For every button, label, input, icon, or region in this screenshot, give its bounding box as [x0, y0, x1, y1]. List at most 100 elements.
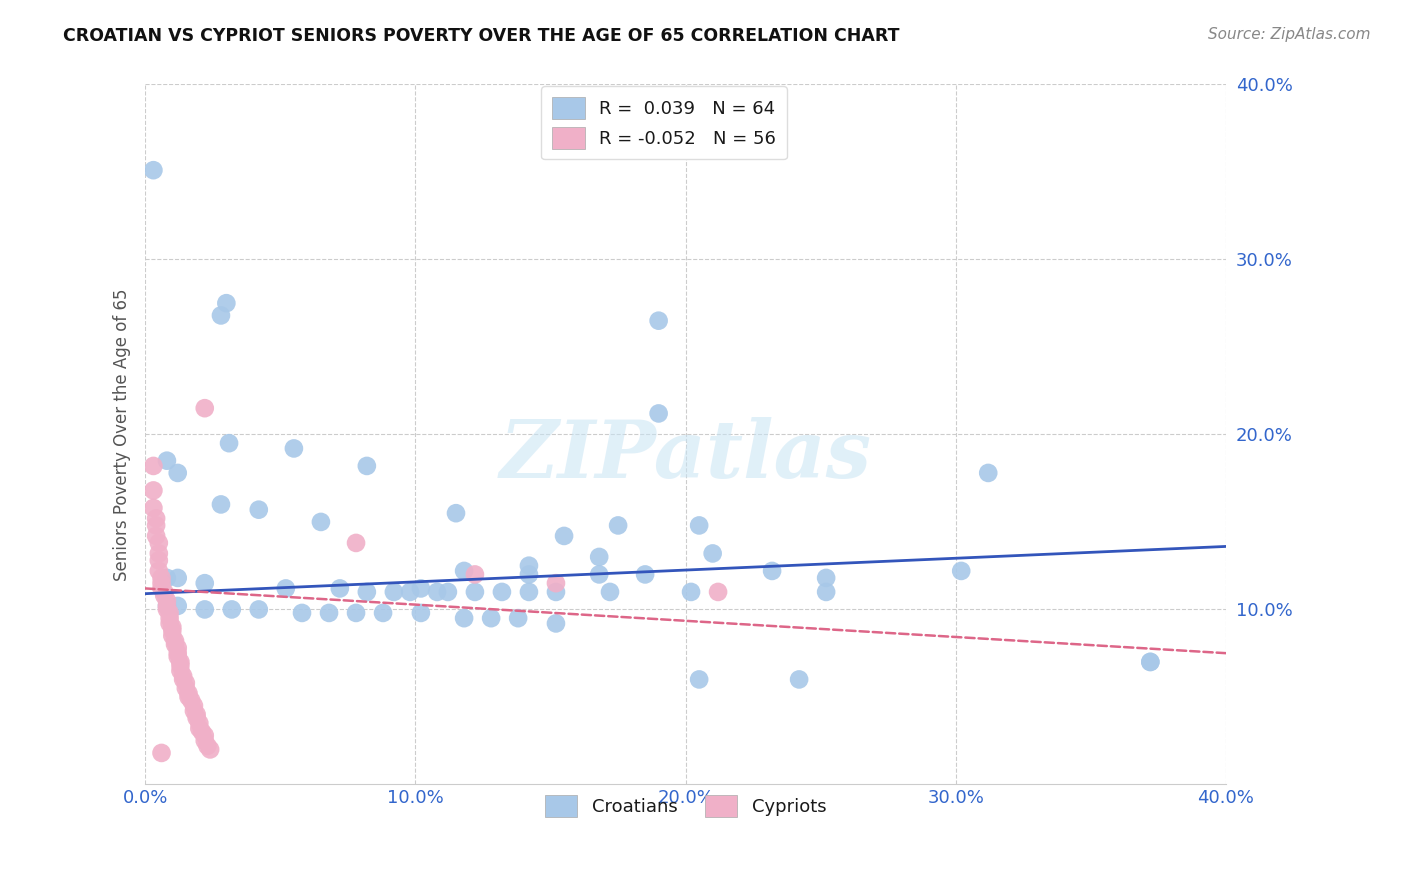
Y-axis label: Seniors Poverty Over the Age of 65: Seniors Poverty Over the Age of 65	[114, 288, 131, 581]
Point	[166, 646, 188, 660]
Point	[156, 599, 179, 613]
Point	[166, 649, 188, 664]
Point	[209, 309, 232, 323]
Point	[148, 546, 170, 560]
Point	[194, 401, 217, 416]
Point	[174, 681, 197, 696]
Point	[186, 711, 208, 725]
Point	[453, 611, 475, 625]
Point	[156, 593, 179, 607]
Point	[464, 567, 486, 582]
Text: ZIPatlas: ZIPatlas	[499, 417, 872, 494]
Point	[186, 707, 208, 722]
Point	[162, 629, 184, 643]
Point	[588, 549, 610, 564]
Point	[426, 585, 449, 599]
Point	[491, 585, 513, 599]
Point	[156, 571, 179, 585]
Point	[761, 564, 783, 578]
Point	[681, 585, 703, 599]
Point	[142, 458, 165, 473]
Point	[218, 436, 240, 450]
Point	[183, 698, 205, 713]
Point	[815, 571, 838, 585]
Point	[162, 620, 184, 634]
Point	[291, 606, 314, 620]
Point	[169, 664, 191, 678]
Point	[159, 611, 181, 625]
Point	[356, 585, 378, 599]
Point	[197, 739, 219, 753]
Point	[283, 442, 305, 456]
Point	[588, 567, 610, 582]
Point	[162, 624, 184, 638]
Point	[409, 582, 432, 596]
Point	[194, 733, 217, 747]
Point	[148, 536, 170, 550]
Point	[444, 506, 467, 520]
Point	[707, 585, 730, 599]
Point	[177, 690, 200, 704]
Point	[977, 466, 1000, 480]
Point	[517, 567, 540, 582]
Point	[209, 498, 232, 512]
Point	[177, 686, 200, 700]
Point	[156, 602, 179, 616]
Point	[166, 571, 188, 585]
Point	[188, 722, 211, 736]
Point	[166, 466, 188, 480]
Point	[309, 515, 332, 529]
Point	[508, 611, 530, 625]
Point	[183, 704, 205, 718]
Point	[409, 606, 432, 620]
Point	[544, 616, 567, 631]
Point	[145, 511, 167, 525]
Point	[517, 585, 540, 599]
Point	[191, 725, 214, 739]
Point	[599, 585, 621, 599]
Point	[634, 567, 657, 582]
Point	[274, 582, 297, 596]
Point	[145, 518, 167, 533]
Point	[318, 606, 340, 620]
Point	[142, 483, 165, 498]
Point	[194, 576, 217, 591]
Point	[150, 571, 173, 585]
Point	[371, 606, 394, 620]
Point	[787, 673, 810, 687]
Point	[156, 599, 179, 613]
Text: CROATIAN VS CYPRIOT SENIORS POVERTY OVER THE AGE OF 65 CORRELATION CHART: CROATIAN VS CYPRIOT SENIORS POVERTY OVER…	[63, 27, 900, 45]
Point	[479, 611, 502, 625]
Text: Source: ZipAtlas.com: Source: ZipAtlas.com	[1208, 27, 1371, 42]
Point	[247, 602, 270, 616]
Point	[950, 564, 973, 578]
Point	[215, 296, 238, 310]
Point	[148, 564, 170, 578]
Point	[188, 716, 211, 731]
Point	[647, 314, 669, 328]
Legend: Croatians, Cypriots: Croatians, Cypriots	[537, 788, 834, 824]
Point	[142, 500, 165, 515]
Point	[221, 602, 243, 616]
Point	[329, 582, 352, 596]
Point	[399, 585, 422, 599]
Point	[344, 536, 367, 550]
Point	[688, 673, 710, 687]
Point	[647, 406, 669, 420]
Point	[194, 728, 217, 742]
Point	[1139, 655, 1161, 669]
Point	[159, 606, 181, 620]
Point	[194, 602, 217, 616]
Point	[544, 585, 567, 599]
Point	[517, 558, 540, 573]
Point	[437, 585, 460, 599]
Point	[145, 529, 167, 543]
Point	[166, 599, 188, 613]
Point	[163, 634, 186, 648]
Point	[1139, 655, 1161, 669]
Point	[172, 673, 194, 687]
Point	[172, 669, 194, 683]
Point	[464, 585, 486, 599]
Point	[815, 585, 838, 599]
Point	[153, 585, 176, 599]
